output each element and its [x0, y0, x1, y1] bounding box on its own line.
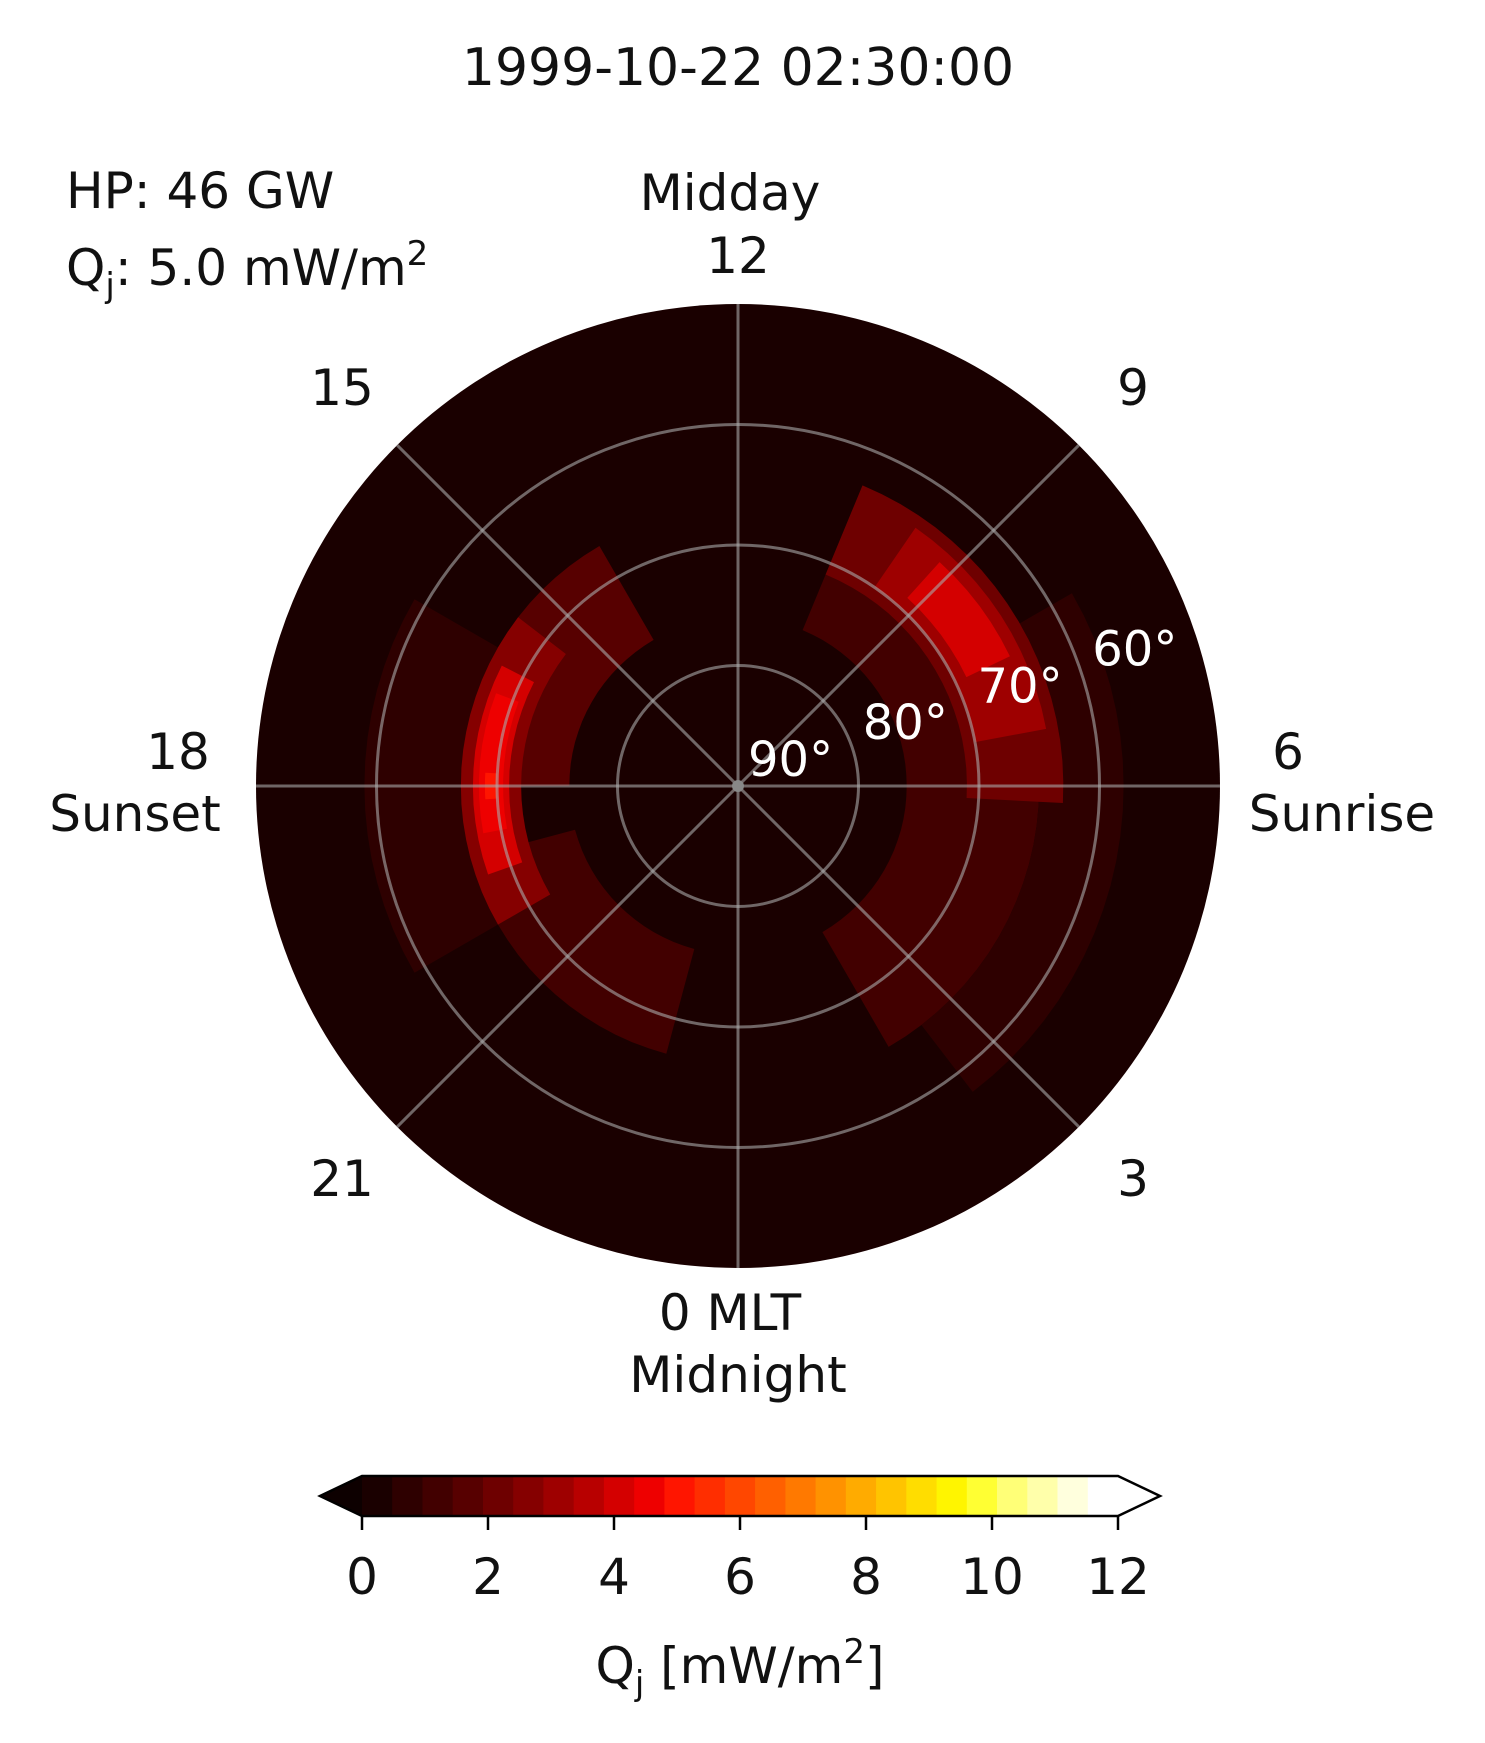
colorbar-cell	[997, 1476, 1028, 1516]
mlt-left-num: 18	[146, 723, 210, 781]
colorbar-cell	[422, 1476, 454, 1516]
colorbar-cell	[785, 1476, 817, 1516]
heat-sector	[921, 593, 1124, 1092]
mlt-label-3: 3	[1117, 1150, 1149, 1208]
latitude-label: 90°	[748, 732, 833, 788]
latitude-labels: 90° 80° 70° 60°	[748, 622, 1177, 788]
colorbar-tick-label: 2	[472, 1548, 504, 1606]
mlt-top-word: Midday	[640, 164, 821, 222]
colorbar-label: Qj [mW/m2]	[595, 1632, 884, 1704]
colorbar-cell	[906, 1476, 938, 1516]
mlt-spoke	[396, 444, 740, 788]
mlt-bottom-num: 0 MLT	[659, 1284, 802, 1342]
mlt-left-word: Sunset	[49, 785, 221, 843]
colorbar-label-end: ]	[865, 1637, 885, 1695]
mlt-label-21: 21	[310, 1150, 374, 1208]
colorbar-cell	[1087, 1476, 1119, 1516]
colorbar-cell	[543, 1476, 575, 1516]
colorbar-cell	[603, 1476, 635, 1516]
qj-value: : 5.0 mW/m	[115, 239, 407, 297]
qj-letter: Q	[66, 239, 105, 297]
mlt-spoke	[736, 784, 1080, 1128]
colorbar-tick-label: 0	[346, 1548, 378, 1606]
colorbar-label-sup: 2	[843, 1632, 865, 1672]
qj-superscript: 2	[407, 234, 429, 274]
colorbar-cell	[1057, 1476, 1089, 1516]
colorbar-ticks: 0 2 4 6 8 10 12	[346, 1516, 1150, 1606]
latitude-label: 70°	[978, 658, 1063, 714]
colorbar-over-arrow	[1118, 1476, 1160, 1516]
colorbar-cell	[362, 1476, 393, 1516]
colorbar-label-unit: [mW/m	[644, 1637, 843, 1695]
mlt-top-num: 12	[706, 227, 770, 285]
heat-layer	[364, 485, 1124, 1092]
mlt-labels: Midday 12 6 Sunrise 0 MLT Midnight 18 Su…	[49, 164, 1435, 1404]
colorbar-cell	[815, 1476, 847, 1516]
hp-readout: HP: 46 GW	[66, 162, 334, 220]
colorbar-label-letter: Q	[595, 1637, 634, 1695]
colorbar-cell	[573, 1476, 605, 1516]
colorbar-cells	[362, 1476, 1119, 1516]
colorbar-label-sub: j	[634, 1664, 644, 1704]
qj-readout: Qj: 5.0 mW/m2	[66, 234, 428, 306]
colorbar-cell	[452, 1476, 484, 1516]
mlt-label-15: 15	[310, 359, 374, 417]
colorbar-cell	[966, 1476, 998, 1516]
chart-title: 1999-10-22 02:30:00	[462, 38, 1014, 98]
mlt-label-9: 9	[1117, 359, 1149, 417]
colorbar-under-arrow	[320, 1476, 362, 1516]
mlt-right-word: Sunrise	[1249, 785, 1435, 843]
colorbar-tick-label: 12	[1086, 1548, 1150, 1606]
colorbar-cell	[664, 1476, 696, 1516]
polar-grid	[256, 304, 1220, 1268]
colorbar-cell	[513, 1476, 544, 1516]
latitude-label: 80°	[863, 695, 948, 751]
colorbar-cell	[634, 1476, 665, 1516]
mlt-spoke	[396, 784, 740, 1128]
colorbar-cell	[876, 1476, 907, 1516]
colorbar-tick-label: 6	[724, 1548, 756, 1606]
mlt-spoke	[736, 444, 1080, 788]
mlt-right-num: 6	[1272, 723, 1304, 781]
colorbar-cell	[755, 1476, 786, 1516]
colorbar-cell	[392, 1476, 423, 1516]
colorbar-cell	[1027, 1476, 1059, 1516]
mlt-bottom-word: Midnight	[629, 1346, 846, 1404]
polar-plot: 90° 80° 70° 60°	[256, 304, 1220, 1268]
pole-marker	[732, 780, 744, 792]
colorbar-cell	[483, 1476, 514, 1516]
colorbar-cell	[936, 1476, 968, 1516]
qj-subscript: j	[104, 266, 114, 306]
colorbar-tick-label: 10	[960, 1548, 1024, 1606]
colorbar: 0 2 4 6 8 10 12 Qj [mW/m2]	[317, 1474, 1163, 1704]
latitude-label: 60°	[1092, 622, 1177, 678]
colorbar-cell	[724, 1476, 756, 1516]
colorbar-cell	[845, 1476, 877, 1516]
colorbar-tick-label: 8	[850, 1548, 882, 1606]
colorbar-cell	[694, 1476, 726, 1516]
colorbar-tick-label: 4	[598, 1548, 630, 1606]
